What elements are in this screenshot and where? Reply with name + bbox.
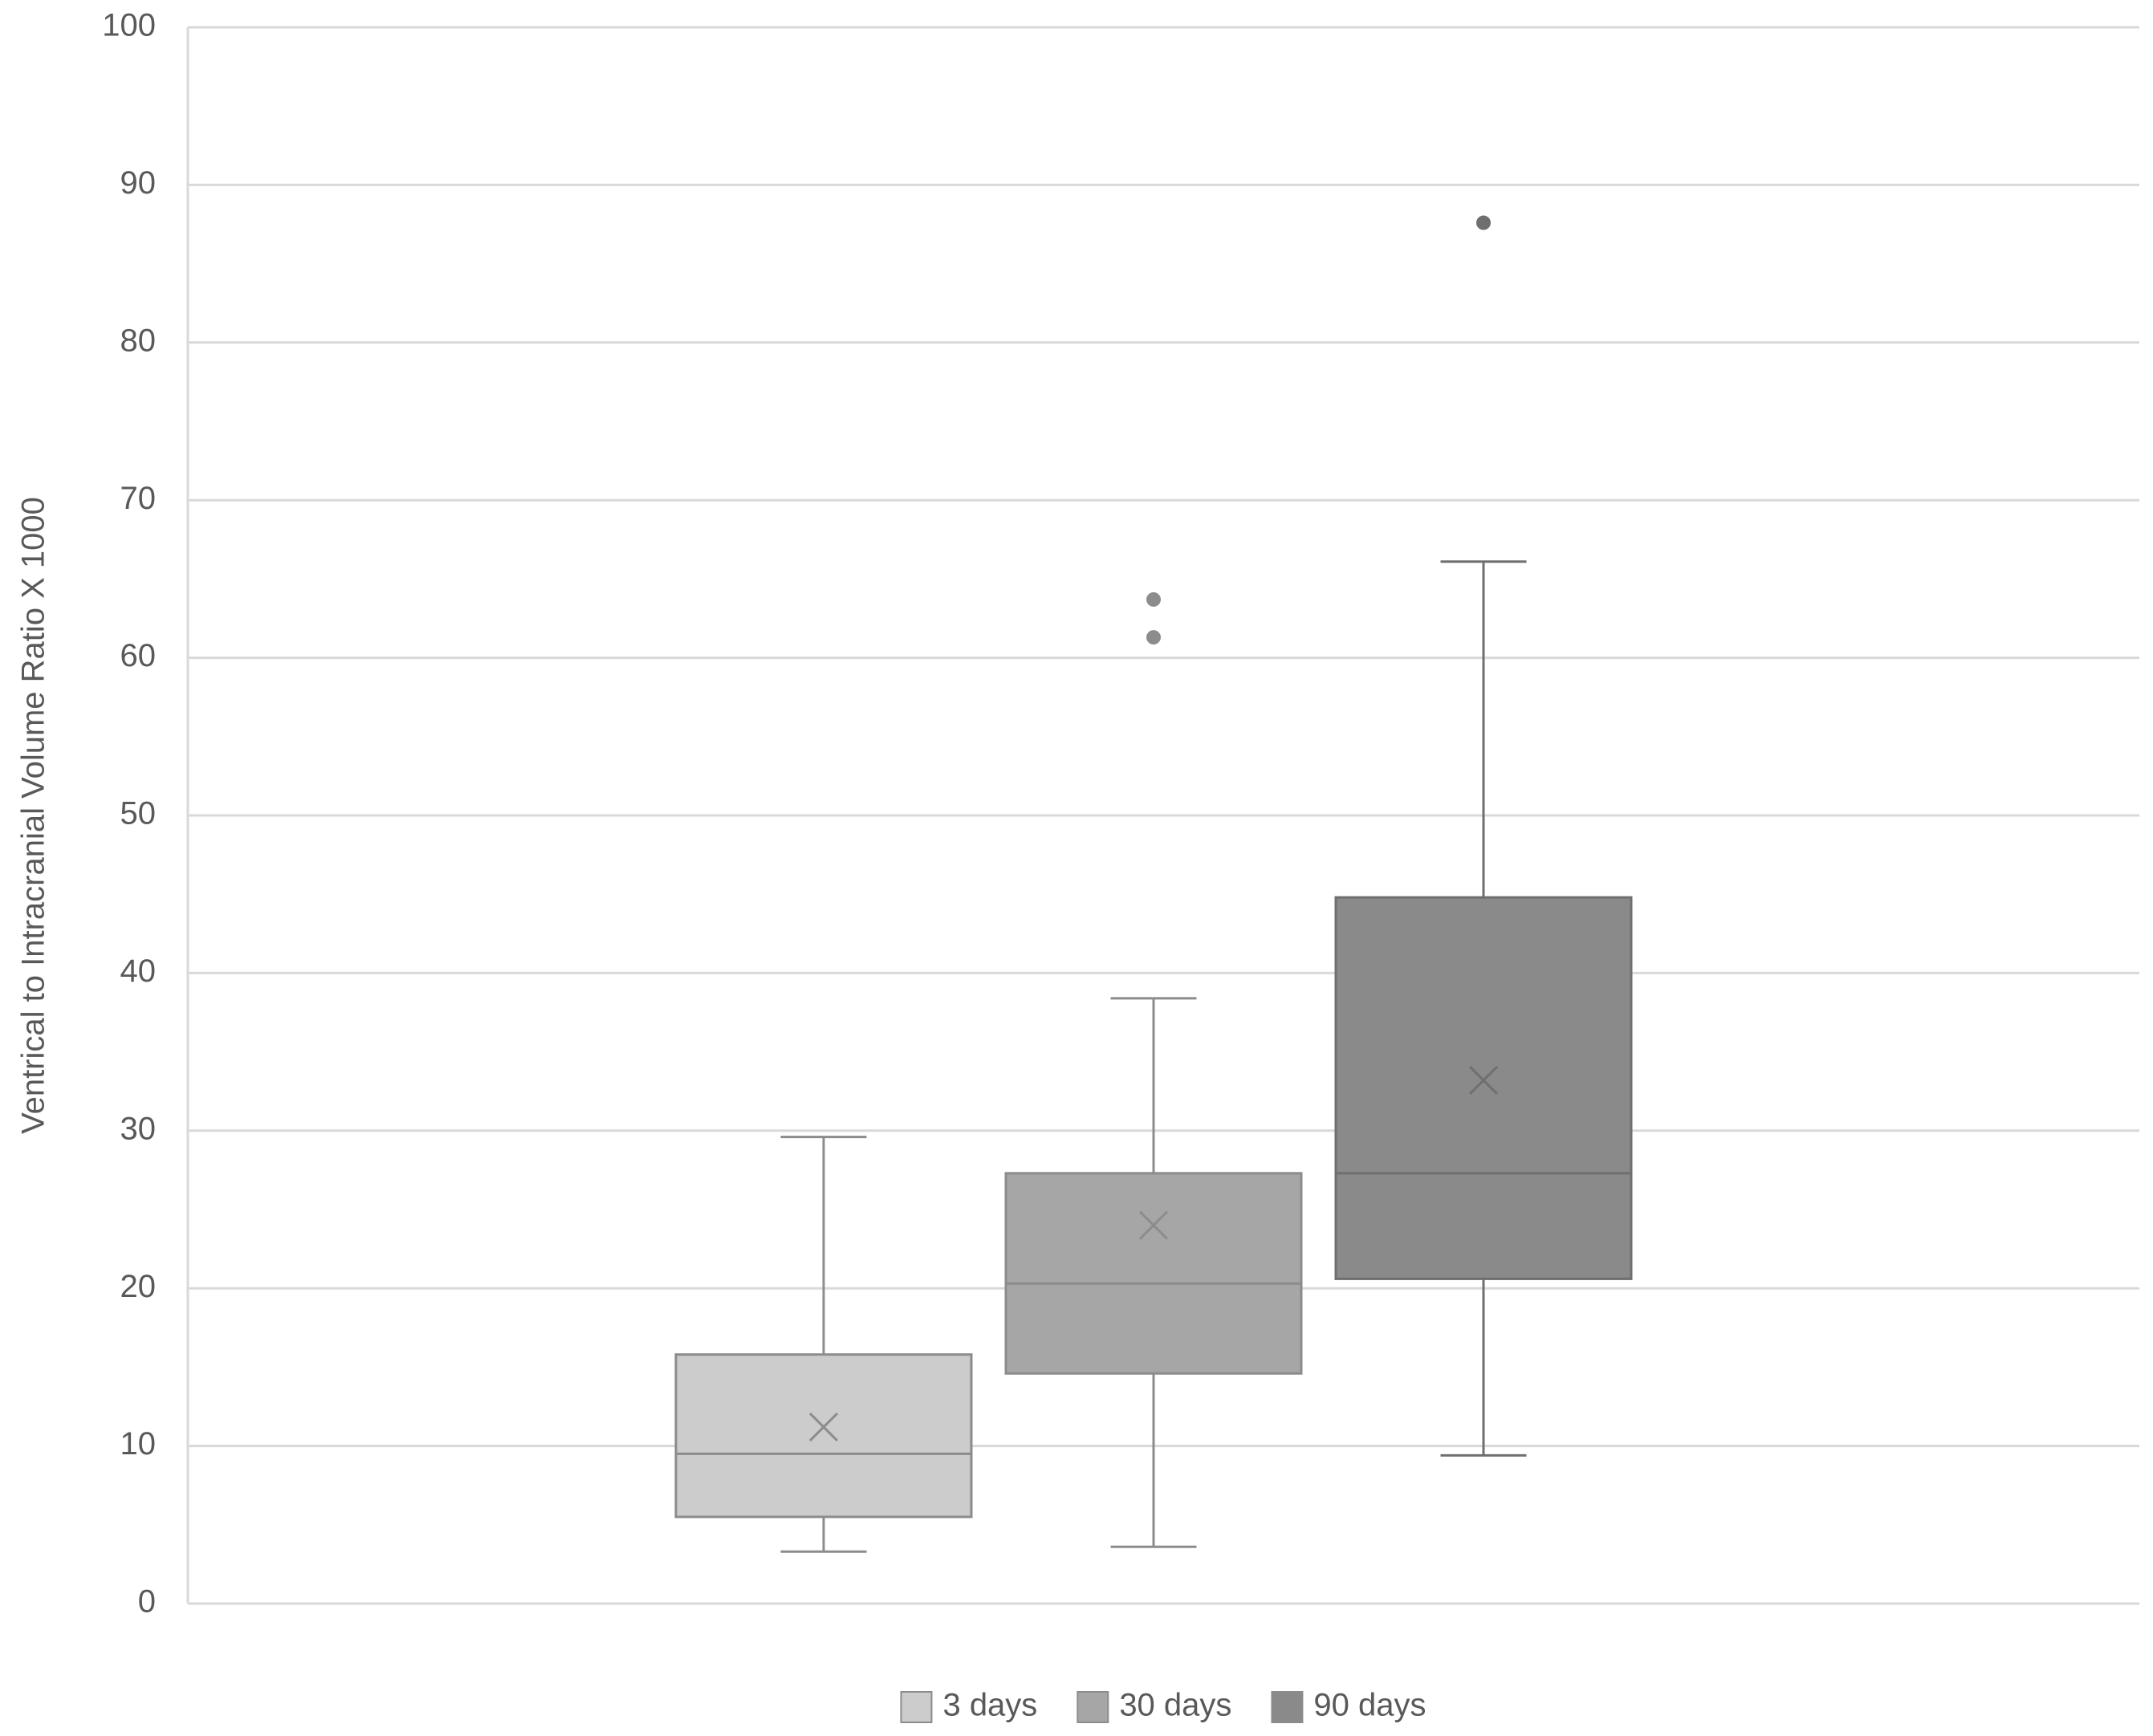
box [1004,1172,1303,1375]
y-tick-label: 30 [120,1111,157,1146]
y-tick-label: 100 [102,8,156,43]
legend-swatch [900,1691,933,1723]
legend-label: 90 days [1313,1688,1426,1723]
outlier [1146,592,1161,607]
y-tick-label: 60 [120,638,157,673]
outlier [1476,215,1491,230]
legend-swatch [1271,1691,1304,1723]
y-tick-label: 80 [120,323,157,358]
y-tick-label: 50 [120,796,157,831]
outlier [1146,630,1161,645]
legend-label: 3 days [942,1688,1037,1723]
mean-marker [1138,1210,1169,1240]
y-tick-label: 70 [120,481,157,516]
box [1334,896,1633,1280]
y-tick-label: 0 [138,1584,156,1620]
legend-label: 30 days [1119,1688,1231,1723]
y-tick-label: 10 [120,1426,157,1462]
y-tick-label: 90 [120,165,157,201]
mean-marker [808,1412,839,1442]
y-axis-label: Ventrical to Intracranial Volume Ratio X… [16,497,51,1134]
box [674,1353,973,1518]
mean-marker [1468,1065,1499,1096]
y-tick-label: 40 [120,953,157,989]
legend-swatch [1076,1691,1109,1723]
y-tick-label: 20 [120,1269,157,1304]
